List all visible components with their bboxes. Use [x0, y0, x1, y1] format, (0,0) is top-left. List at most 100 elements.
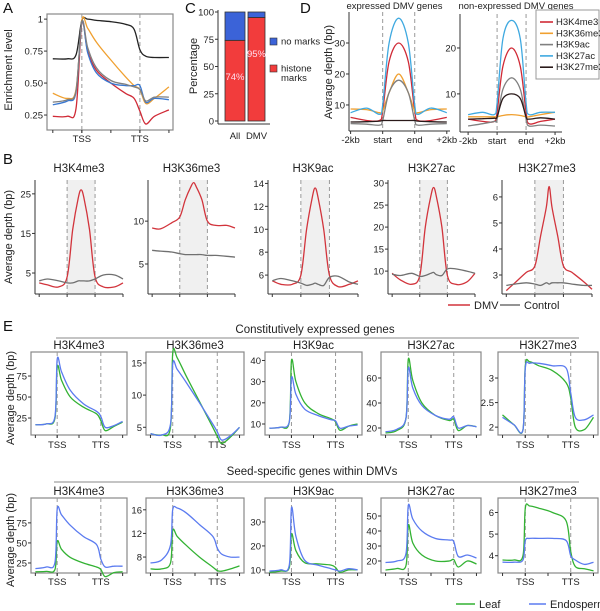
e-y-axis-label: Average depth (bp)	[5, 493, 17, 587]
series-line-1	[52, 16, 170, 105]
bar-dmv-histone-marks	[247, 17, 266, 122]
chart-c-stacked-bar: 0 25 50 75 100 Percentage 74% All 95% DMV no marks…	[188, 8, 320, 143]
series-line-1	[502, 361, 594, 434]
x-tick-label: TSS	[399, 440, 417, 451]
y-tick-label: 16	[131, 505, 142, 516]
y-tick-label: 60	[366, 374, 377, 385]
series-line-0	[272, 187, 359, 288]
bar-dmv-no-marks	[247, 11, 266, 18]
series-line-0	[502, 503, 594, 572]
y-tick-label: 10	[250, 565, 261, 576]
y-tick-label: 12	[131, 529, 142, 540]
x-tick-label: DMV	[246, 131, 268, 142]
chart-title: expressed DMV genes	[346, 1, 442, 12]
series-line-2	[52, 20, 170, 125]
chart-e-h3k27ac: 20 30 40 50 TSS TTS H3K27ac	[366, 486, 482, 588]
y-tick-label: 20	[250, 541, 261, 552]
chart-d-expressed-dmv-genes: 10 20 30 -2kb start end +2kb expressed DMV gene…	[323, 1, 457, 146]
x-tick-label: end	[407, 135, 423, 146]
y-tick-label: 10	[133, 217, 144, 228]
series-line-0	[385, 357, 477, 434]
series-line-1	[269, 506, 358, 572]
y-tick-label: 20	[250, 398, 261, 409]
panel-label-e: E	[3, 318, 13, 335]
y-tick-label: 20	[366, 557, 377, 568]
legend-label: H3K9ac	[556, 40, 590, 51]
series-line-endosperm	[35, 356, 123, 429]
y-tick-label: 20	[373, 223, 384, 234]
y-tick-label: 3	[489, 374, 494, 385]
legend-label: Leaf	[479, 599, 501, 611]
x-tick-label: TSS	[282, 577, 300, 588]
series-line-1	[506, 282, 593, 287]
chart-d-non-expressed-dmv-genes: 10 20 -2kb start end +2kb non-expressed DMV ge…	[445, 1, 600, 147]
series-line-0	[269, 532, 358, 573]
gene-body-shade	[534, 180, 564, 294]
series-line-0	[385, 523, 477, 571]
y-tick-label: 0	[209, 117, 214, 128]
y-tick-label: 50	[16, 393, 27, 404]
e-group-title-constitutive: Constitutively expressed genes	[235, 324, 394, 336]
y-tick-label: 0.25	[25, 111, 44, 122]
chart-title: H3K36me3	[163, 163, 221, 175]
chart-title: H3K27ac	[408, 163, 456, 175]
x-tick-label: end	[518, 136, 534, 147]
series-line-1	[272, 275, 359, 287]
legend-label: H3K4me3	[556, 17, 598, 28]
series-line-1	[385, 503, 477, 564]
series-line-0	[269, 358, 358, 432]
plot-frame	[264, 351, 363, 436]
chart-title: H3K4me3	[53, 486, 104, 498]
chart-b-h3k4me3: 5 15 25 H3K4me3 Average depth (bp)	[3, 163, 124, 297]
legend-swatch	[269, 64, 278, 73]
series-line-leaf	[35, 364, 123, 432]
y-tick-label: 25	[203, 89, 214, 100]
e-group-title-seed: Seed-specific genes within DMVs	[227, 466, 398, 478]
y-tick-label: 12	[253, 202, 264, 213]
chart-b-h3k27ac: 10 15 20 25 30 H3K27ac	[373, 163, 476, 297]
plot-frame	[145, 497, 245, 574]
y-axis-label: Percentage	[188, 38, 200, 94]
legend-label: Control	[524, 300, 559, 312]
chart-title: H3K27ac	[407, 486, 455, 498]
x-tick-label: All	[230, 131, 241, 142]
series-line-h3k27me3	[468, 93, 556, 120]
y-tick-label: 30	[366, 542, 377, 553]
y-tick-label: 4	[489, 551, 494, 562]
legend-e: Leaf Endosperm	[456, 599, 600, 611]
x-tick-label: TSS	[48, 440, 66, 451]
x-tick-label: -2kb	[459, 136, 477, 147]
panel-label-c: C	[185, 0, 196, 17]
x-tick-label: TTS	[208, 577, 226, 588]
x-tick-label: TTS	[445, 577, 463, 588]
y-tick-label: 20	[366, 424, 377, 435]
chart-b-h3k9ac: 6 8 10 12 14 H3K9ac	[253, 163, 359, 297]
chart-title: H3K4me3	[53, 340, 104, 352]
chart-e-h3k9ac: 10 20 30 TSS TTS H3K9ac	[250, 486, 363, 588]
y-tick-label: 25	[16, 414, 27, 425]
x-tick-label: +2kb	[545, 136, 566, 147]
x-tick-label: TTS	[327, 577, 345, 588]
chart-b-h3k36me3: 5 10 H3K36me3	[133, 163, 236, 297]
y-tick-label: 10	[250, 419, 261, 430]
chart-e-h3k36me3: 8 12 16 TSS TTS H3K36me3	[131, 486, 245, 588]
series-line-1	[150, 505, 240, 564]
legend-label: H3K36me3	[556, 28, 600, 39]
series-line-h3k9ac	[467, 77, 556, 127]
y-axis-label: Average depth (bp)	[323, 25, 335, 119]
x-tick-label: TSS	[163, 440, 181, 451]
plot-frame	[264, 497, 363, 574]
y-tick-label: 20	[334, 69, 345, 80]
y-tick-label: 15	[131, 358, 142, 369]
legend-label: H3K27me3	[556, 62, 600, 73]
series-line-1	[391, 267, 476, 278]
legend-label: DMV	[474, 300, 499, 312]
y-tick-label: 50	[366, 512, 377, 523]
y-tick-label: 30	[334, 38, 345, 49]
y-tick-label: 20	[445, 43, 456, 54]
series-line-1	[35, 505, 123, 570]
legend-label: H3K27ac	[556, 51, 595, 62]
series-line-1	[385, 366, 477, 433]
